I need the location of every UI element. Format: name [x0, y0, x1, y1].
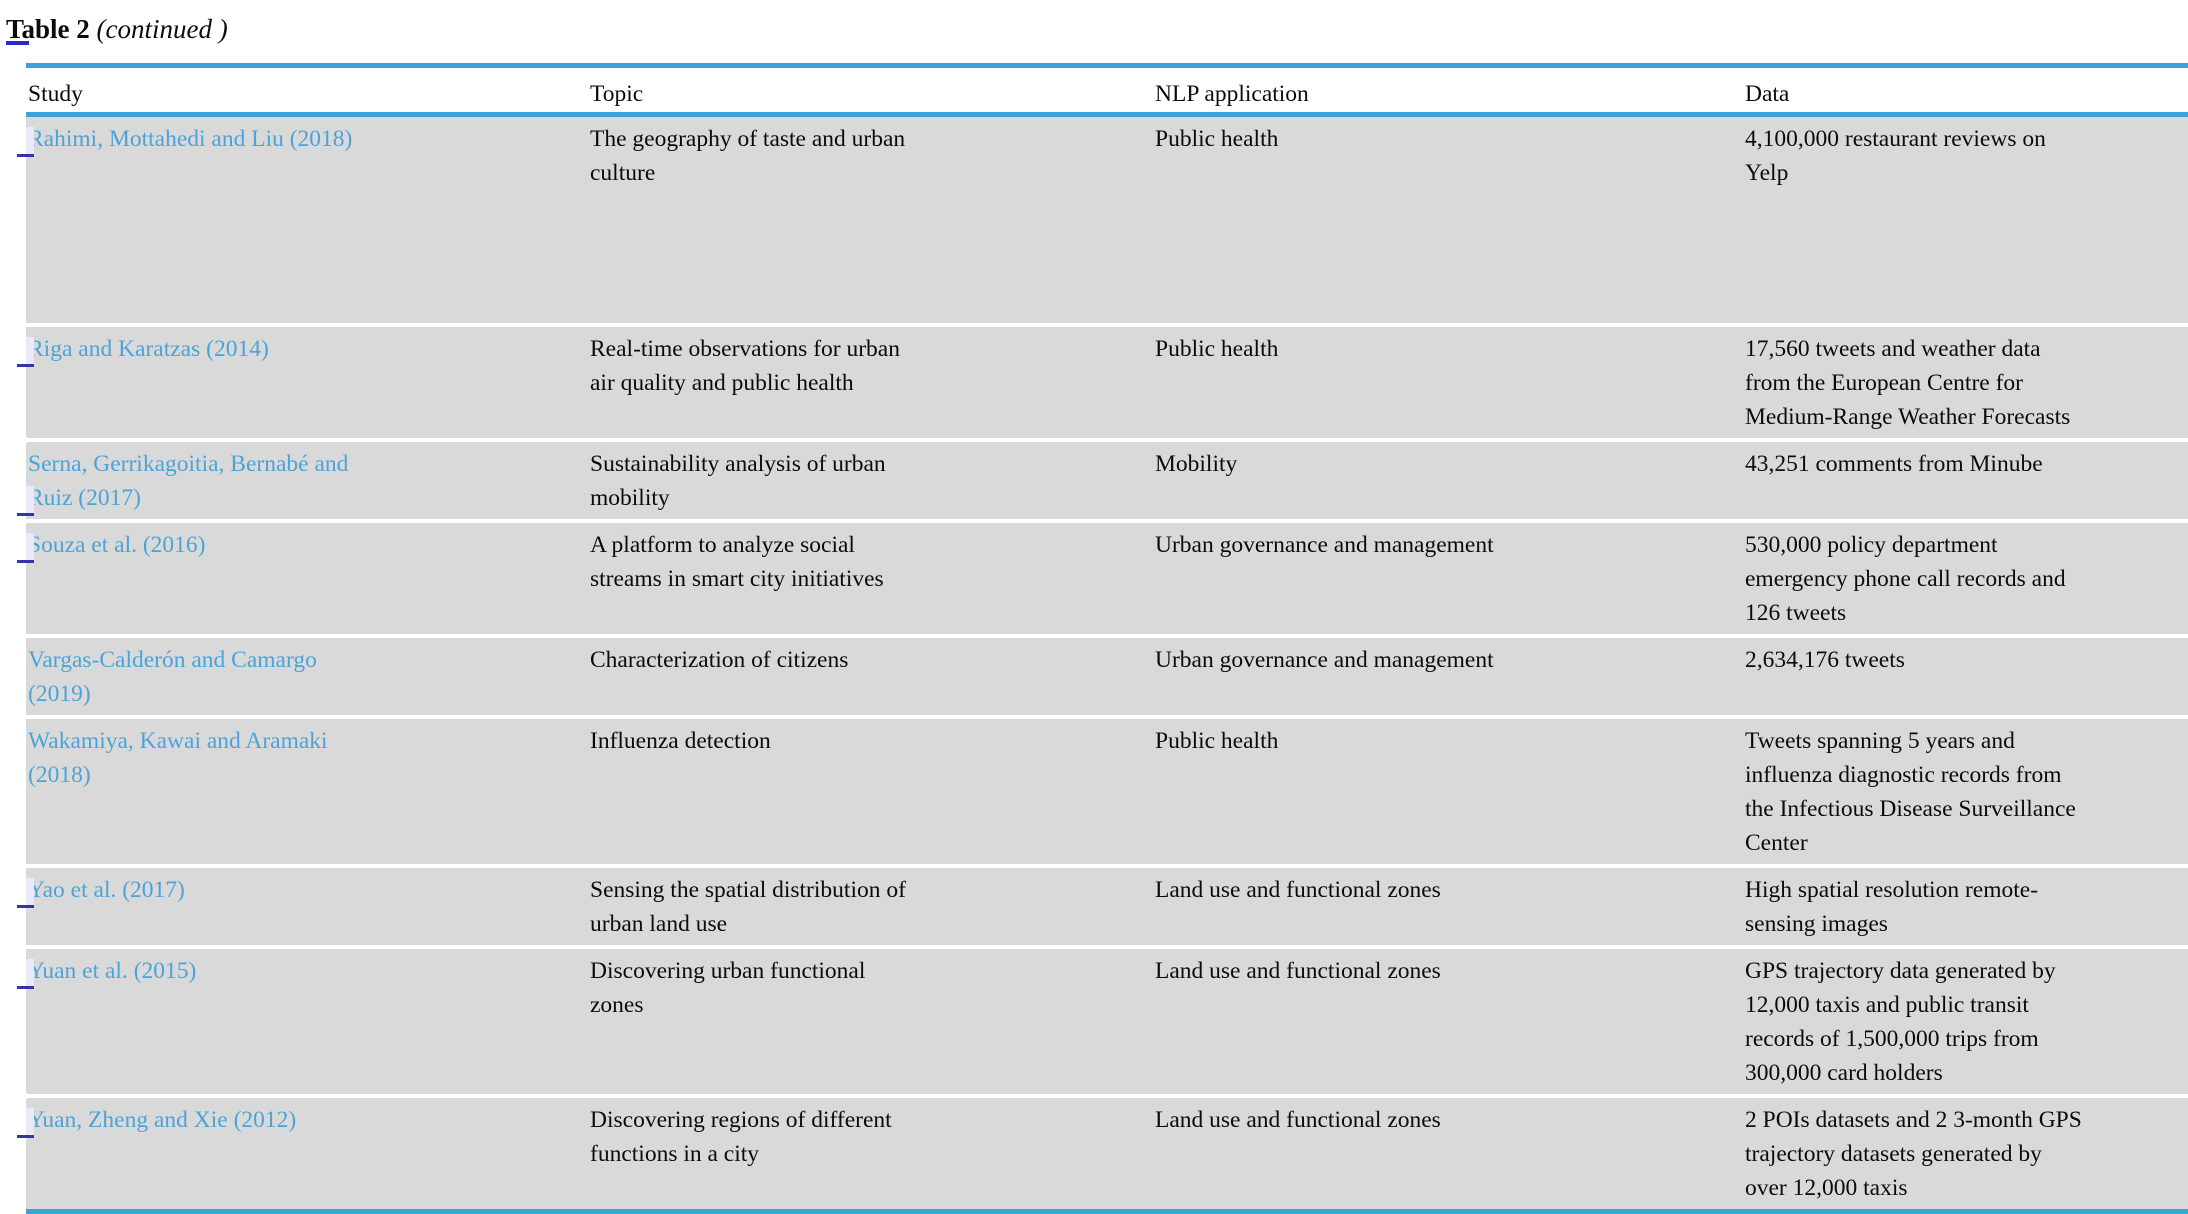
study-citation-link[interactable]: Souza et al. (2016) [28, 532, 206, 558]
nlp-application-cell: Public health [1155, 728, 1279, 754]
table-row: Yuan, Zheng and Xie (2012) Discovering r… [17, 1098, 2188, 1209]
data-cell: GPS trajectory data generated by 12,000 … [1745, 958, 2056, 1086]
column-header-topic: Topic [590, 81, 644, 107]
topic-cell: Discovering urban functional zones [590, 958, 866, 1018]
table-row: Souza et al. (2016) A platform to analyz… [17, 523, 2188, 638]
header-bottom-rule [26, 112, 2188, 117]
topic-cell: Influenza detection [590, 728, 771, 754]
study-citation-link[interactable]: Rahimi, Mottahedi and Liu (2018) [28, 126, 353, 152]
table-row: Serna, Gerrikagoitia, Bernabé and Ruiz (… [17, 442, 2188, 523]
topic-cell: A platform to analyze social streams in … [590, 532, 884, 592]
study-cell: Souza et al. (2016) [17, 523, 590, 634]
study-citation-link[interactable]: Wakamiya, Kawai and Aramaki (2018) [28, 728, 328, 788]
nlp-application-cell: Land use and functional zones [1155, 877, 1441, 903]
table-row: Wakamiya, Kawai and Aramaki (2018) Influ… [26, 719, 2188, 868]
study-cell: Serna, Gerrikagoitia, Bernabé and Ruiz (… [17, 442, 590, 519]
table-row: Yuan et al. (2015) Discovering urban fun… [17, 949, 2188, 1098]
column-header-study: Study [28, 81, 83, 107]
topic-cell: The geography of taste and urban culture [590, 126, 906, 186]
topic-cell: Sensing the spatial distribution of urba… [590, 877, 906, 937]
study-cell: Vargas-Calderón and Camargo (2019) [26, 638, 590, 715]
nlp-application-cell: Mobility [1155, 451, 1238, 477]
topic-cell: Sustainability analysis of urban mobilit… [590, 451, 886, 511]
nlp-application-cell: Urban governance and management [1155, 647, 1494, 673]
study-cell: Yuan, Zheng and Xie (2012) [17, 1098, 590, 1209]
study-citation-link[interactable]: Serna, Gerrikagoitia, Bernabé and Ruiz (… [28, 451, 349, 511]
study-cell: Riga and Karatzas (2014) [17, 327, 590, 438]
nlp-application-cell: Public health [1155, 126, 1279, 152]
column-header-nlp-application: NLP application [1155, 81, 1309, 107]
table-header-row: Study Topic NLP application Data [26, 68, 2188, 112]
table-top-rule [26, 63, 2188, 68]
data-cell: 43,251 comments from Minube [1745, 451, 2043, 477]
study-citation-link[interactable]: Vargas-Calderón and Camargo (2019) [28, 647, 317, 707]
data-cell: 2 POIs datasets and 2 3-month GPS trajec… [1745, 1107, 2082, 1201]
study-citation-link[interactable]: Yuan et al. (2015) [28, 958, 197, 984]
table-row: Rahimi, Mottahedi and Liu (2018) The geo… [17, 117, 2188, 327]
data-cell: High spatial resolution remote- sensing … [1745, 877, 2039, 937]
topic-cell: Discovering regions of different functio… [590, 1107, 892, 1167]
table-row: Yao et al. (2017) Sensing the spatial di… [17, 868, 2188, 949]
study-citation-link[interactable]: Yao et al. (2017) [28, 877, 185, 903]
nlp-application-cell: Public health [1155, 336, 1279, 362]
data-cell: 4,100,000 restaurant reviews on Yelp [1745, 126, 2046, 186]
topic-cell: Characterization of citizens [590, 647, 849, 673]
nlp-application-cell: Urban governance and management [1155, 532, 1494, 558]
table-caption: Table 2 (continued ) [6, 12, 228, 46]
data-cell: Tweets spanning 5 years and influenza di… [1745, 728, 2076, 856]
data-cell: 2,634,176 tweets [1745, 647, 1905, 673]
study-citation-link[interactable]: Yuan, Zheng and Xie (2012) [28, 1107, 297, 1133]
study-citation-link[interactable]: Riga and Karatzas (2014) [28, 336, 269, 362]
column-header-data: Data [1745, 81, 1790, 107]
table-bottom-rule [26, 1209, 2188, 1214]
study-cell: Yuan et al. (2015) [17, 949, 590, 1094]
table-body: Rahimi, Mottahedi and Liu (2018) The geo… [17, 117, 2188, 1214]
study-cell: Wakamiya, Kawai and Aramaki (2018) [26, 719, 590, 864]
data-cell: 17,560 tweets and weather data from the … [1745, 336, 2071, 430]
data-cell: 530,000 policy department emergency phon… [1745, 532, 2066, 626]
nlp-application-cell: Land use and functional zones [1155, 958, 1441, 984]
topic-cell: Real-time observations for urban air qua… [590, 336, 900, 396]
table-row: Vargas-Calderón and Camargo (2019) Chara… [26, 638, 2188, 719]
nlp-application-cell: Land use and functional zones [1155, 1107, 1441, 1133]
study-cell: Rahimi, Mottahedi and Liu (2018) [17, 117, 590, 323]
table-caption-label: Table 2 [6, 14, 90, 44]
title-link-underline-artifact [6, 41, 29, 45]
study-cell: Yao et al. (2017) [17, 868, 590, 945]
table-caption-continued: (continued ) [96, 14, 228, 44]
table-row: Riga and Karatzas (2014) Real-time obser… [17, 327, 2188, 442]
